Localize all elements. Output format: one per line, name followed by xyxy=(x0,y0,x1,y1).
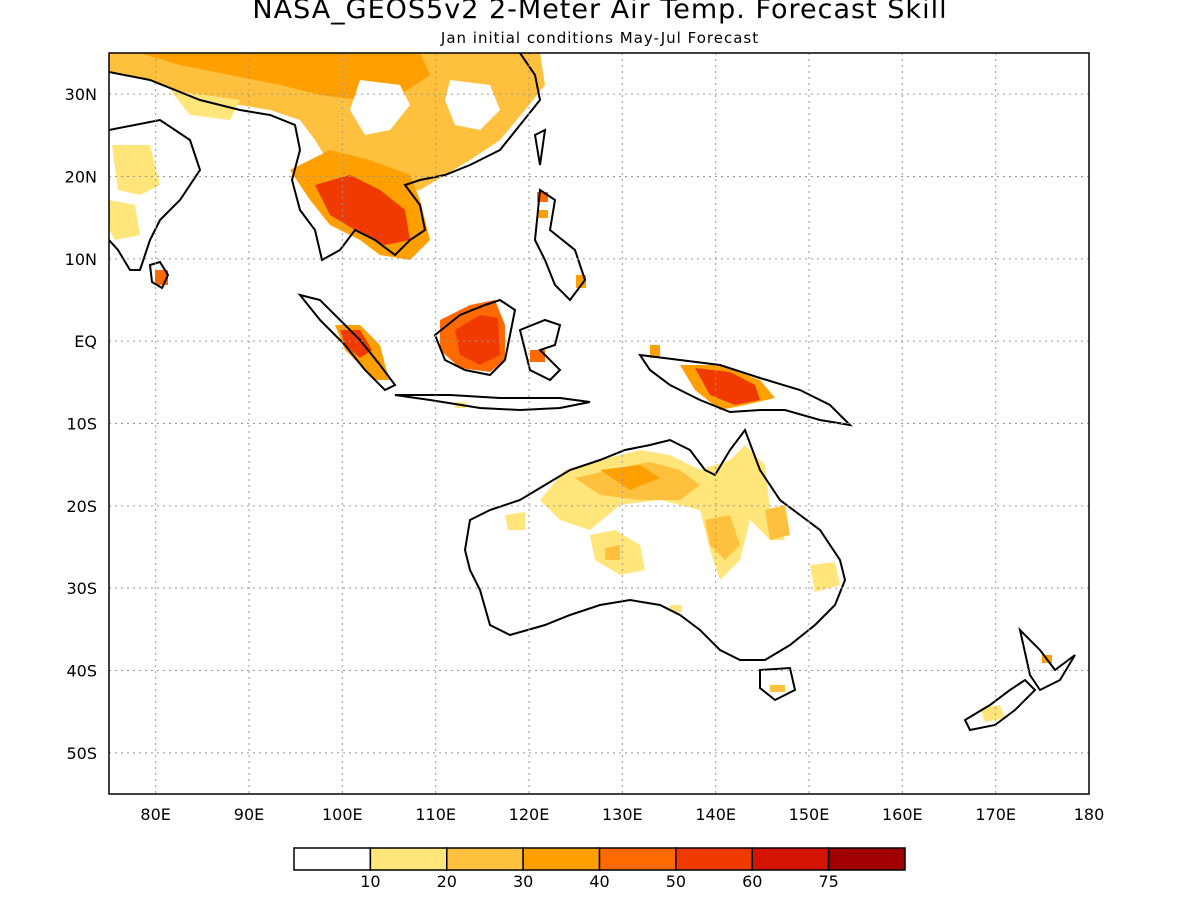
colorbar-swatch xyxy=(675,847,753,871)
chart-subtitle: Jan initial conditions May-Jul Forecast xyxy=(440,29,760,47)
colorbar-label: 20 xyxy=(437,872,457,891)
latitude-tick-label: 30N xyxy=(65,85,97,104)
longitude-tick-label: 150E xyxy=(789,805,830,824)
longitude-tick-label: 160E xyxy=(882,805,923,824)
skill-shading xyxy=(109,53,1052,722)
longitude-tick-label: 110E xyxy=(415,805,456,824)
longitude-tick-label: 180 xyxy=(1074,805,1105,824)
longitude-tick-label: 170E xyxy=(975,805,1016,824)
longitude-tick-label: 130E xyxy=(602,805,643,824)
latitude-tick-label: 10N xyxy=(65,250,97,269)
longitude-tick-label: 140E xyxy=(695,805,736,824)
colorbar-swatch xyxy=(293,847,372,871)
colorbar-swatch xyxy=(522,847,601,871)
graticule xyxy=(109,53,1090,794)
longitude-axis: 80E 90E 100E 110E 120E 130E 140E 150E 160E 170E 18… xyxy=(140,805,1104,824)
colorbar-label: 30 xyxy=(513,872,533,891)
latitude-tick-label: 50S xyxy=(66,744,97,763)
latitude-tick-label: 40S xyxy=(66,662,97,681)
colorbar-swatch xyxy=(369,847,448,871)
colorbar-swatch xyxy=(446,847,524,871)
colorbar-swatch xyxy=(827,847,906,871)
chart-title: NASA_GEOS5v2 2-Meter Air Temp. Forecast … xyxy=(252,0,948,25)
colorbar-swatch xyxy=(751,847,830,871)
latitude-axis: 30N 20N 10N EQ 10S 20S 30S 40S 50S xyxy=(65,85,97,763)
colorbar-label: 75 xyxy=(818,872,838,891)
colorbar-label: 50 xyxy=(666,872,686,891)
latitude-tick-label: 20S xyxy=(66,497,97,516)
colorbar-label: 60 xyxy=(742,872,762,891)
longitude-tick-label: 80E xyxy=(140,805,170,824)
latitude-tick-label: 20N xyxy=(65,168,97,187)
longitude-tick-label: 120E xyxy=(509,805,550,824)
colorbar-label: 40 xyxy=(589,872,609,891)
colorbar-label: 10 xyxy=(360,872,380,891)
colorbar: 10 20 30 40 50 60 75 xyxy=(293,847,906,891)
longitude-tick-label: 90E xyxy=(234,805,264,824)
longitude-tick-label: 100E xyxy=(322,805,363,824)
colorbar-swatch xyxy=(598,847,677,871)
latitude-tick-label: 10S xyxy=(66,415,97,434)
coastlines xyxy=(109,53,1076,732)
latitude-tick-label: 30S xyxy=(66,579,97,598)
latitude-tick-label: EQ xyxy=(74,332,97,351)
map-frame xyxy=(108,52,1090,795)
